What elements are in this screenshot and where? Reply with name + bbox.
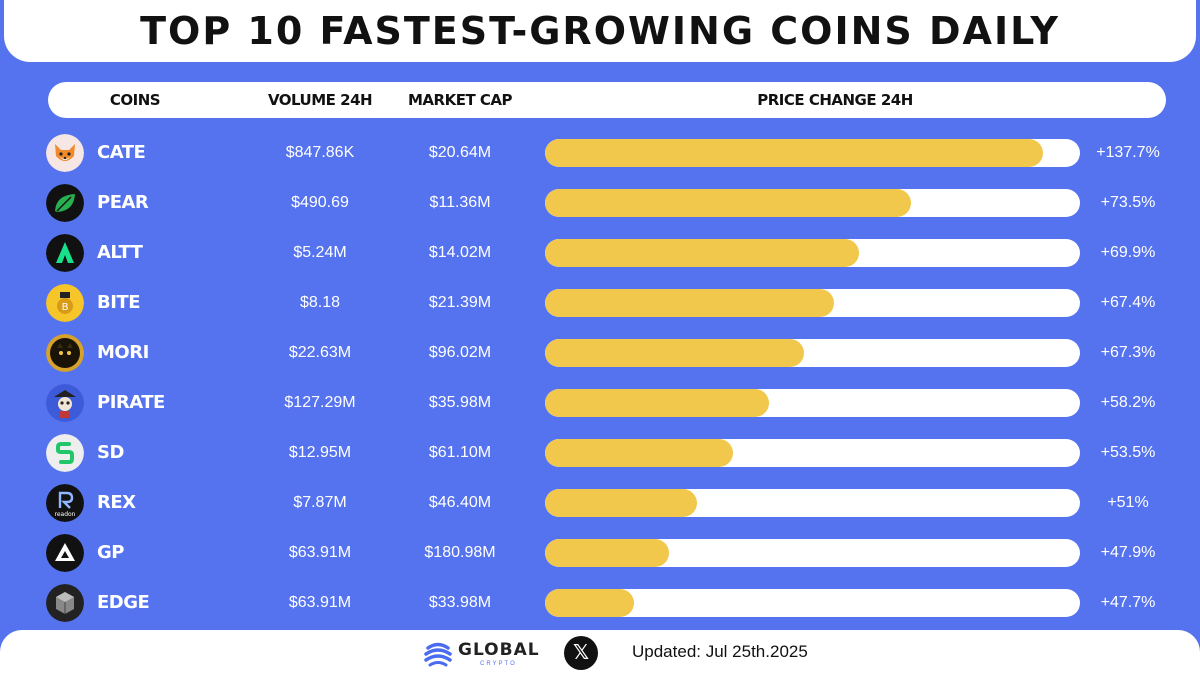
price-change-track: [545, 139, 1080, 167]
pear-leaf-icon: [46, 184, 84, 222]
price-change-track: [545, 239, 1080, 267]
table-row: PEAR $490.69 $11.36M +73.5%: [0, 184, 1200, 224]
market-cap-value: $11.36M: [429, 194, 491, 211]
coin-name: CATE: [97, 142, 146, 163]
price-change-label: +53.5%: [1100, 444, 1156, 461]
volume-value: $847.86K: [285, 144, 355, 161]
table-row: GP $63.91M $180.98M +47.9%: [0, 534, 1200, 574]
coin-name: GP: [97, 542, 124, 563]
market-cap-value: $35.98M: [428, 394, 492, 411]
price-change-bar: [545, 389, 769, 417]
table-row: CATE $847.86K $20.64M +137.7%: [0, 134, 1200, 174]
coin-name: EDGE: [97, 592, 150, 613]
price-change-track: [545, 439, 1080, 467]
title-bar: TOP 10 FASTEST-GROWING COINS DAILY: [4, 0, 1196, 62]
price-change-bar: [545, 139, 1043, 167]
coin-name: PEAR: [97, 192, 149, 213]
volume-value: $490.69: [291, 194, 349, 211]
price-change-bar: [545, 339, 804, 367]
price-change-label: +67.4%: [1100, 294, 1156, 311]
cate-fox-icon: [46, 134, 84, 172]
price-change-bar: [545, 439, 734, 467]
svg-text:B: B: [62, 302, 69, 313]
market-cap-value: $180.98M: [424, 544, 496, 561]
header-volume: VOLUME 24H: [267, 91, 373, 109]
market-cap-value: $21.39M: [428, 294, 492, 311]
table-row: MORI $22.63M $96.02M +67.3%: [0, 334, 1200, 374]
coin-name: SD: [97, 442, 124, 463]
page-title: TOP 10 FASTEST-GROWING COINS DAILY: [140, 9, 1060, 53]
altt-a-icon: [46, 234, 84, 272]
header-coins: COINS: [109, 91, 161, 109]
price-change-label: +69.9%: [1100, 244, 1156, 261]
volume-value: $127.29M: [284, 394, 356, 411]
price-change-label: +47.7%: [1100, 594, 1156, 611]
price-change-label: +47.9%: [1100, 544, 1156, 561]
coin-name: MORI: [97, 342, 149, 363]
sd-s-icon: [46, 434, 84, 472]
market-cap-value: $46.40M: [428, 494, 492, 511]
market-cap-value: $14.02M: [428, 244, 492, 261]
volume-value: $8.18: [299, 294, 341, 311]
table-row: B BITE $8.18 $21.39M +67.4%: [0, 284, 1200, 324]
price-change-label: +51%: [1107, 494, 1149, 511]
price-change-bar: [545, 239, 859, 267]
price-change-label: +137.7%: [1096, 144, 1160, 161]
brand-name: GLOBAL: [458, 640, 540, 660]
price-change-label: +73.5%: [1100, 194, 1156, 211]
edge-cube-icon: [46, 584, 84, 622]
price-change-bar: [545, 289, 834, 317]
global-crypto-logo: [424, 642, 452, 667]
volume-value: $7.87M: [293, 494, 347, 511]
pirate-skull-icon: [46, 384, 84, 422]
market-cap-value: $61.10M: [428, 444, 492, 461]
market-cap-value: $96.02M: [428, 344, 492, 361]
table-row: readon REX $7.87M $46.40M +51%: [0, 484, 1200, 524]
svg-text:readon: readon: [55, 511, 76, 518]
volume-value: $63.91M: [288, 544, 352, 561]
coin-name: BITE: [97, 292, 141, 313]
table-row: PIRATE $127.29M $35.98M +58.2%: [0, 384, 1200, 424]
coin-name: ALTT: [97, 242, 143, 263]
volume-value: $12.95M: [288, 444, 352, 461]
table-row: EDGE $63.91M $33.98M +47.7%: [0, 584, 1200, 624]
price-change-track: [545, 489, 1080, 517]
mori-cat-icon: [46, 334, 84, 372]
price-change-label: +58.2%: [1100, 394, 1156, 411]
price-change-track: [545, 289, 1080, 317]
price-change-label: +67.3%: [1100, 344, 1156, 361]
price-change-bar: [545, 539, 670, 567]
table-row: ALTT $5.24M $14.02M +69.9%: [0, 234, 1200, 274]
price-change-track: [545, 589, 1080, 617]
brand-subtitle: CRYPTO: [480, 661, 517, 667]
price-change-bar: [545, 489, 698, 517]
price-change-bar: [545, 189, 911, 217]
price-change-track: [545, 339, 1080, 367]
header-price-change: PRICE CHANGE 24H: [757, 91, 913, 109]
price-change-track: [545, 189, 1080, 217]
market-cap-value: $33.98M: [428, 594, 492, 611]
bite-coin-icon: B: [46, 284, 84, 322]
gp-triangle-icon: [46, 534, 84, 572]
volume-value: $63.91M: [288, 594, 352, 611]
updated-date: Updated: Jul 25th.2025: [632, 642, 808, 661]
coin-name: REX: [97, 492, 136, 513]
table-header: COINS VOLUME 24H MARKET CAP PRICE CHANGE…: [48, 82, 1166, 118]
volume-value: $22.63M: [288, 344, 352, 361]
rex-readon-icon: readon: [46, 484, 84, 522]
price-change-bar: [545, 589, 634, 617]
table-row: SD $12.95M $61.10M +53.5%: [0, 434, 1200, 474]
coin-name: PIRATE: [97, 392, 165, 413]
price-change-track: [545, 539, 1080, 567]
price-change-track: [545, 389, 1080, 417]
footer: GLOBAL CRYPTO: [0, 630, 1200, 675]
x-icon[interactable]: 𝕏: [564, 636, 598, 670]
header-market-cap: MARKET CAP: [407, 91, 513, 109]
market-cap-value: $20.64M: [428, 144, 492, 161]
volume-value: $5.24M: [293, 244, 347, 261]
